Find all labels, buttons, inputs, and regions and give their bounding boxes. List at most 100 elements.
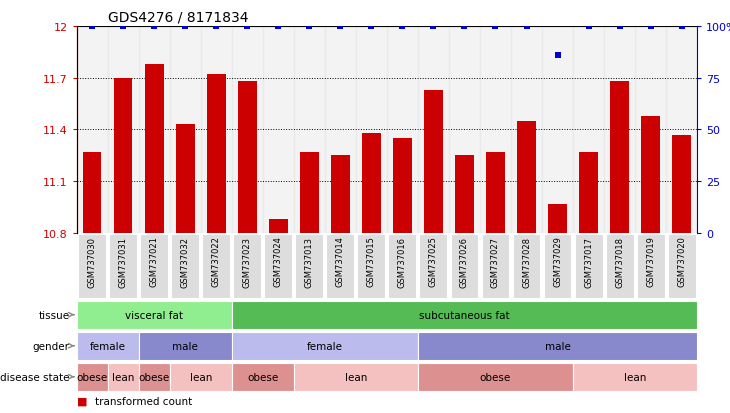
Bar — [300, 152, 318, 233]
FancyBboxPatch shape — [234, 235, 261, 298]
Text: lean: lean — [190, 372, 212, 382]
Bar — [642, 116, 660, 233]
Bar — [387, 27, 418, 233]
Text: GSM737026: GSM737026 — [460, 236, 469, 287]
Text: obese: obese — [247, 372, 278, 382]
Bar — [207, 75, 226, 233]
FancyBboxPatch shape — [232, 363, 294, 391]
Text: obese: obese — [77, 372, 108, 382]
Text: GSM737016: GSM737016 — [398, 236, 407, 287]
FancyBboxPatch shape — [169, 363, 232, 391]
Bar — [294, 27, 325, 233]
Text: gender: gender — [32, 341, 69, 351]
Point — [242, 24, 253, 30]
Bar — [269, 220, 288, 233]
FancyBboxPatch shape — [388, 235, 416, 298]
Text: male: male — [172, 341, 198, 351]
FancyBboxPatch shape — [264, 235, 292, 298]
Point — [334, 24, 346, 30]
Text: GSM737022: GSM737022 — [212, 236, 220, 287]
Point — [645, 24, 656, 30]
Text: GSM737020: GSM737020 — [677, 236, 686, 287]
FancyBboxPatch shape — [668, 235, 696, 298]
Text: GSM737013: GSM737013 — [305, 236, 314, 287]
Text: disease state: disease state — [0, 372, 69, 382]
Bar — [77, 27, 108, 233]
Text: GSM737024: GSM737024 — [274, 236, 283, 287]
Text: female: female — [90, 341, 126, 351]
FancyBboxPatch shape — [418, 363, 573, 391]
FancyBboxPatch shape — [139, 363, 169, 391]
Bar — [362, 133, 381, 233]
FancyBboxPatch shape — [110, 235, 137, 298]
FancyBboxPatch shape — [606, 235, 634, 298]
Bar — [176, 125, 194, 233]
Text: GSM737014: GSM737014 — [336, 236, 345, 287]
FancyBboxPatch shape — [78, 235, 106, 298]
FancyBboxPatch shape — [573, 363, 697, 391]
Bar — [635, 27, 666, 233]
Point — [86, 24, 98, 30]
FancyBboxPatch shape — [482, 235, 510, 298]
FancyBboxPatch shape — [140, 235, 168, 298]
Bar — [517, 121, 536, 233]
Text: male: male — [545, 341, 570, 351]
Bar — [604, 27, 635, 233]
Point — [396, 24, 408, 30]
Text: GSM737018: GSM737018 — [615, 236, 624, 287]
FancyBboxPatch shape — [77, 332, 139, 360]
Text: subcutaneous fat: subcutaneous fat — [419, 310, 510, 320]
Text: GSM737030: GSM737030 — [88, 236, 96, 287]
Bar — [108, 27, 139, 233]
Bar — [672, 135, 691, 233]
FancyBboxPatch shape — [232, 301, 697, 329]
FancyBboxPatch shape — [108, 363, 139, 391]
Bar — [325, 27, 356, 233]
Text: GSM737023: GSM737023 — [243, 236, 252, 287]
Text: lean: lean — [345, 372, 367, 382]
Bar — [82, 152, 101, 233]
Text: GSM737021: GSM737021 — [150, 236, 158, 287]
Bar — [331, 156, 350, 233]
Bar — [511, 27, 542, 233]
Text: GSM737015: GSM737015 — [367, 236, 376, 287]
Bar — [232, 27, 263, 233]
Point — [304, 24, 315, 30]
FancyBboxPatch shape — [358, 235, 385, 298]
Bar — [449, 27, 480, 233]
Bar — [201, 27, 232, 233]
Point — [520, 24, 532, 30]
Text: GSM737017: GSM737017 — [584, 236, 593, 287]
Point — [210, 24, 222, 30]
Point — [148, 24, 160, 30]
Text: GSM737028: GSM737028 — [522, 236, 531, 287]
Text: GSM737027: GSM737027 — [491, 236, 500, 287]
Text: GSM737029: GSM737029 — [553, 236, 562, 287]
FancyBboxPatch shape — [172, 235, 199, 298]
Bar — [424, 90, 442, 233]
Point — [180, 24, 191, 30]
Bar — [114, 78, 133, 233]
FancyBboxPatch shape — [418, 332, 697, 360]
Point — [366, 24, 377, 30]
Point — [490, 24, 502, 30]
FancyBboxPatch shape — [450, 235, 478, 298]
Point — [428, 24, 439, 30]
Text: lean: lean — [624, 372, 646, 382]
Text: GSM737031: GSM737031 — [119, 236, 128, 287]
FancyBboxPatch shape — [202, 235, 230, 298]
Bar — [542, 27, 573, 233]
Bar — [145, 65, 164, 233]
FancyBboxPatch shape — [575, 235, 602, 298]
Text: GSM737032: GSM737032 — [181, 236, 190, 287]
FancyBboxPatch shape — [420, 235, 447, 298]
FancyBboxPatch shape — [77, 363, 108, 391]
Text: female: female — [307, 341, 343, 351]
FancyBboxPatch shape — [294, 363, 418, 391]
Text: visceral fat: visceral fat — [126, 310, 183, 320]
Bar — [139, 27, 169, 233]
Text: GSM737025: GSM737025 — [429, 236, 438, 287]
Bar — [418, 27, 449, 233]
Bar — [456, 156, 474, 233]
FancyBboxPatch shape — [637, 235, 664, 298]
